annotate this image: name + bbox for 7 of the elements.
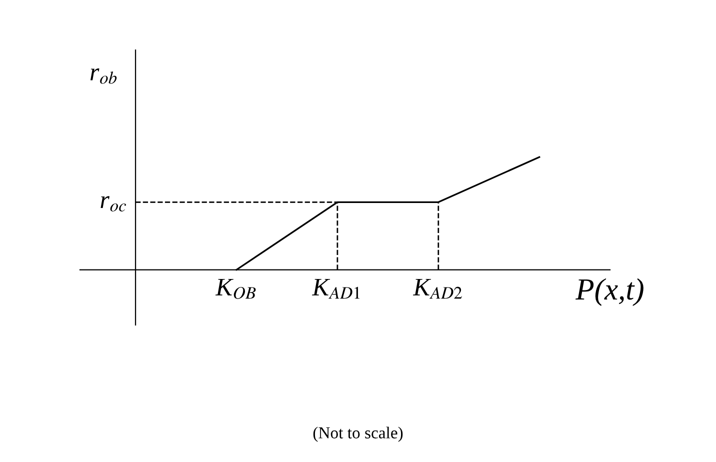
- x-tick-label: K$_{AD1}$: [312, 278, 360, 299]
- y-axis-title: r$_{ob}$: [90, 68, 117, 84]
- x-axis-title: P(x,t): [575, 278, 644, 306]
- text: (Not to scale): [313, 426, 403, 442]
- ref-line-label: r$_{oc}$: [100, 196, 126, 212]
- x-tick-label: K$_{OB}$: [215, 278, 256, 299]
- x-tick-label: K$_{AD2}$: [412, 278, 462, 299]
